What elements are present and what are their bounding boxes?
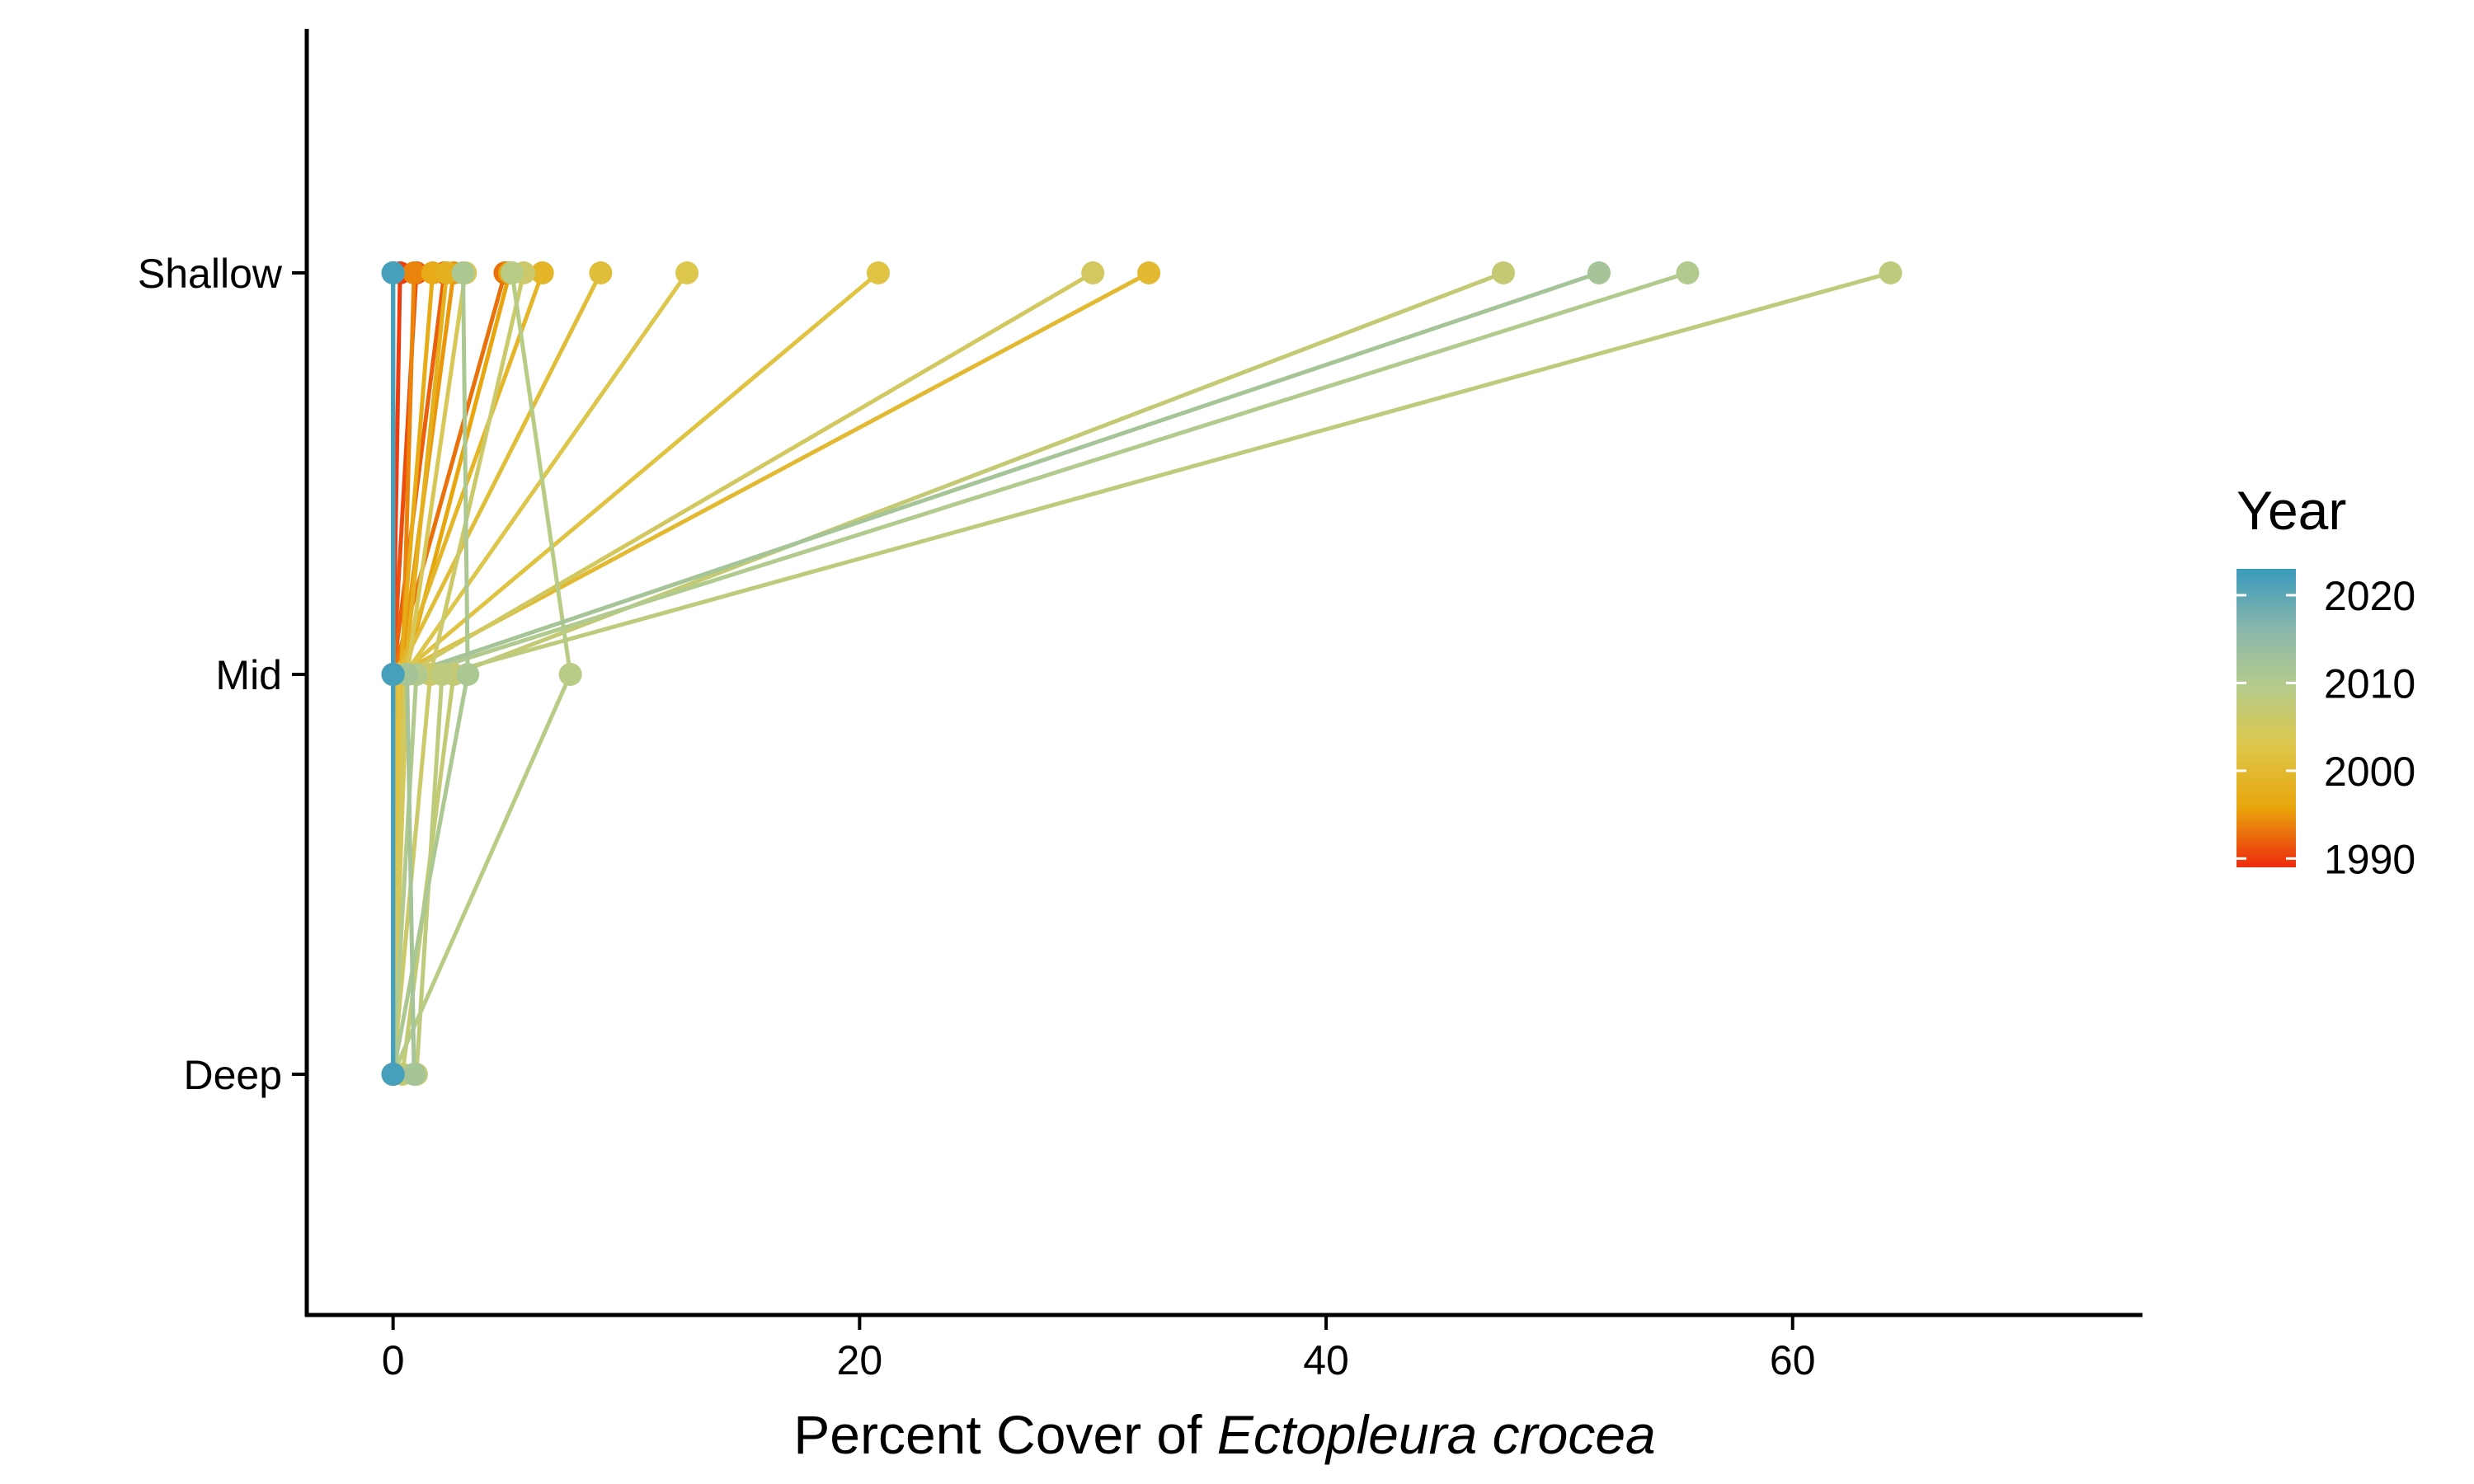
series-line-2010 — [391, 270, 1689, 1075]
data-point-1998-shallow — [435, 261, 459, 284]
data-point-2007-shallow — [1492, 261, 1516, 284]
series-layer — [391, 270, 1892, 1076]
series-line-2008 — [414, 270, 1892, 1075]
data-point-2008-mid — [430, 663, 454, 686]
data-point-2012-deep — [402, 1063, 426, 1086]
points-layer — [381, 261, 1903, 1086]
x-axis-title-prefix: Percent Cover of — [793, 1404, 1217, 1465]
series-line-2012 — [405, 270, 1600, 1075]
data-point-2003-shallow — [675, 261, 699, 284]
data-point-2008-shallow — [1879, 261, 1903, 284]
data-point-2002-shallow — [866, 261, 890, 284]
x-axis-title: Percent Cover of Ectopleura crocea — [793, 1404, 1656, 1465]
data-point-2009-mid — [558, 663, 582, 686]
legend-tick-label: 2000 — [2324, 749, 2415, 795]
data-point-2011-shallow — [451, 261, 475, 284]
data-point-2005-shallow — [1081, 261, 1105, 284]
legend-tick-label: 2010 — [2324, 660, 2415, 707]
data-point-1994-shallow — [402, 261, 426, 284]
x-tick-label: 0 — [382, 1337, 405, 1383]
legend-colorbar — [2236, 569, 2296, 867]
x-tick-label: 40 — [1303, 1337, 1349, 1383]
x-ticks: 0 20 40 60 — [382, 1315, 1816, 1383]
data-point-2022-shallow — [381, 261, 405, 284]
data-point-2012-shallow — [1587, 261, 1611, 284]
legend: Year 2020 2010 2000 1990 — [2236, 480, 2415, 882]
series-line-2000 — [391, 270, 1150, 1075]
y-ticks: Shallow Mid Deep — [138, 251, 307, 1098]
x-tick-label: 60 — [1770, 1337, 1816, 1383]
y-tick-label-deep: Deep — [183, 1052, 282, 1098]
data-point-2001-shallow — [589, 261, 613, 284]
data-point-2000-shallow — [1137, 261, 1161, 284]
data-point-2011-mid — [456, 663, 480, 686]
legend-title: Year — [2236, 480, 2346, 541]
data-point-2022-mid — [381, 663, 405, 686]
data-point-2009-shallow — [500, 261, 524, 284]
data-point-2010-shallow — [1676, 261, 1700, 284]
data-point-1999-shallow — [530, 261, 554, 284]
x-axis-title-species: Ectopleura crocea — [1217, 1404, 1656, 1465]
y-tick-label-mid: Mid — [215, 652, 282, 698]
legend-tick-label: 1990 — [2324, 836, 2415, 882]
legend-tick-label: 2020 — [2324, 573, 2415, 619]
x-tick-label: 20 — [837, 1337, 883, 1383]
legend-ticks: 2020 2010 2000 1990 — [2236, 573, 2415, 882]
data-point-2022-deep — [381, 1063, 405, 1086]
y-tick-label-shallow: Shallow — [138, 251, 283, 297]
